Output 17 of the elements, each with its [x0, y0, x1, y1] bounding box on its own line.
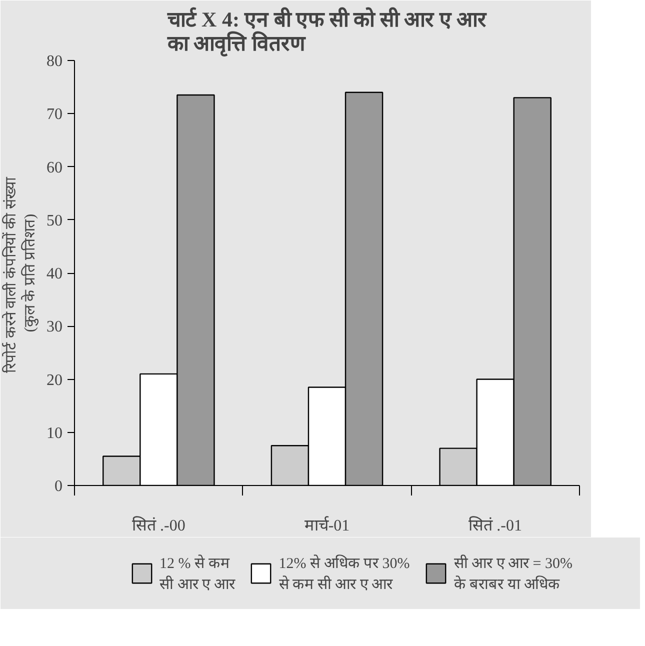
y-tick-label: 50 — [46, 212, 62, 230]
x-tick-label: सितं .-00 — [132, 516, 186, 534]
y-axis-title: रिपोर्ट करने वाली कंपनियों की संख्या (कुल के प्रति प्रतिशत) — [1, 176, 40, 373]
y-tick-label: 10 — [46, 424, 62, 442]
y-tick-label: 20 — [46, 372, 62, 389]
y-tick-label: 40 — [46, 266, 62, 282]
y-tick-label: 0 — [54, 478, 62, 495]
y-tick-label: 60 — [46, 159, 62, 176]
y-tick-label: 80 — [46, 53, 62, 70]
x-tick-label: मार्च-01 — [304, 516, 350, 534]
legend-label: 12 % से कम सी आर ए आर — [160, 554, 235, 594]
y-tick-label: 30 — [46, 318, 62, 336]
legend-label: सी आर ए आर = 30% के बराबर या अधिक — [454, 554, 572, 594]
chart-title: चार्ट X 4: एन बी एफ सी को सी आर ए आर का आवृत्ति वितरण — [166, 6, 488, 58]
legend-label: 12% से अधिक पर 30% से कम सी आर ए आर — [278, 554, 410, 594]
x-tick-label: सितं .-01 — [468, 516, 522, 534]
y-tick-label: 70 — [46, 106, 62, 124]
